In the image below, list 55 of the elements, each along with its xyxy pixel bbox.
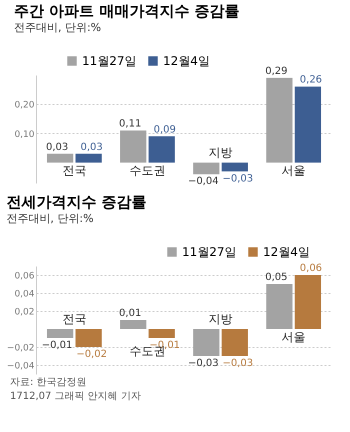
bar [222, 329, 248, 356]
bar [76, 154, 102, 163]
data-label: −0,03 [222, 358, 254, 369]
legend-label: 12월4일 [263, 245, 310, 259]
y-tick-label: 0,02 [14, 308, 34, 318]
data-label: 0,03 [46, 142, 68, 153]
x-tick-label: 전국 [62, 164, 86, 178]
bar [193, 162, 220, 174]
data-label: 0,26 [300, 74, 322, 86]
x-tick-label: 수도권 [129, 164, 166, 178]
bar [120, 130, 146, 163]
y-tick-label: 0,10 [14, 130, 35, 140]
x-tick-label: 서울 [282, 164, 306, 178]
bar [266, 78, 292, 163]
data-label: 0,03 [80, 142, 103, 153]
bar [266, 284, 292, 329]
data-label: 0,01 [119, 308, 142, 319]
bar [120, 320, 146, 329]
data-label: 0,06 [300, 263, 322, 274]
data-label: −0,01 [42, 340, 72, 351]
data-label: 0,29 [265, 66, 288, 77]
data-label: 0,05 [265, 272, 288, 283]
bar [148, 329, 175, 338]
bar [294, 275, 322, 329]
text: 자료: 한국감정원 [10, 376, 88, 390]
data-label: −0,04 [188, 176, 219, 188]
bar [222, 162, 248, 172]
x-tick-label: 지방 [208, 146, 233, 160]
y-tick-label: 0,04 [14, 290, 35, 300]
data-label: 0,09 [154, 124, 176, 136]
bar [294, 86, 322, 163]
y-tick-label: −0,04 [6, 362, 35, 372]
y-tick-label: 0,20 [14, 100, 35, 111]
bar [193, 329, 220, 356]
y-tick-label: −0,02 [6, 344, 34, 354]
legend-label: 12월4일 [163, 54, 210, 68]
bar [148, 136, 175, 163]
chart-title: 전세가격지수 증감률 [6, 193, 147, 211]
bar [46, 329, 74, 338]
chart-subtitle: 전주대비, 단위:% [14, 21, 102, 34]
data-label: −0,02 [76, 349, 107, 360]
y-tick-label: 0,06 [14, 272, 35, 282]
data-label: 0,11 [119, 118, 142, 130]
legend-label: 11월27일 [82, 54, 137, 68]
legend-label: 11월27일 [182, 245, 237, 259]
data-label: −0,03 [222, 173, 254, 184]
bar [76, 329, 102, 347]
chart-subtitle: 전주대비, 단위:% [6, 212, 94, 225]
x-tick-label: 지방 [208, 312, 233, 326]
x-tick-label: 전국 [62, 312, 86, 326]
x-tick-label: 서울 [282, 330, 306, 344]
data-label: −0,03 [188, 358, 219, 369]
bar [46, 154, 74, 163]
text: 1712,07 그래픽 안지혜 기자 [10, 390, 142, 404]
chart-title: 주간 아파트 매매가격지수 증감률 [14, 2, 240, 20]
